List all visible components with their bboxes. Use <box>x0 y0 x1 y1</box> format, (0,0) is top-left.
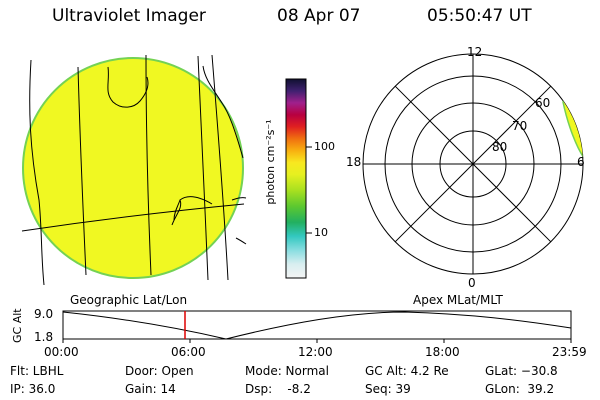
earth-image <box>21 54 247 286</box>
aurora-oval <box>562 90 583 161</box>
lat-label-70: 70 <box>512 119 528 133</box>
altitude-frame <box>62 310 572 340</box>
glon-readout: GLon: 39.2 <box>485 382 555 396</box>
altitude-x-tick-2359: 23:59 <box>552 345 587 359</box>
filter-readout: Flt: LBHL <box>10 364 64 378</box>
coastline <box>231 197 247 201</box>
ip-readout: IP: 36.0 <box>10 382 56 396</box>
lat-lon-grid <box>21 54 245 286</box>
polar-meridian-diag <box>394 85 552 243</box>
app-title: Ultraviolet Imager <box>52 6 206 26</box>
lat-label-60: 60 <box>535 96 551 110</box>
altitude-x-ticks <box>62 339 572 343</box>
door-readout: Door: Open <box>125 364 194 378</box>
altitude-curve <box>62 311 572 340</box>
longitude-line <box>211 54 229 281</box>
altitude-y-tick-min: 1.8 <box>34 330 54 344</box>
color-scale-bar <box>285 78 307 279</box>
color-scale-unit: photon cm⁻²s⁻¹ <box>264 119 277 205</box>
altitude-x-tick-1800: 18:00 <box>425 345 460 359</box>
altitude-y-tick-max: 9.0 <box>34 307 54 321</box>
mlt-label-6: 6 <box>577 155 585 169</box>
observation-date: 08 Apr 07 <box>277 6 361 26</box>
dsp-readout: Dsp: -8.2 <box>245 382 311 396</box>
latitude-line <box>21 203 245 232</box>
color-scale <box>285 78 312 279</box>
polar-plot <box>362 53 584 275</box>
coastline <box>173 199 181 221</box>
geographic-label: Geographic Lat/Lon <box>70 293 188 307</box>
longitude-line <box>197 55 209 281</box>
coastline <box>107 66 149 108</box>
seq-readout: Seq: 39 <box>365 382 411 396</box>
longitude-line <box>77 66 87 276</box>
altitude-axis-label: GC Alt <box>11 308 24 343</box>
mlt-label-12: 12 <box>467 45 483 59</box>
altitude-x-tick-0600: 06:00 <box>171 345 206 359</box>
longitude-line <box>29 59 45 286</box>
earth-disk <box>22 57 244 279</box>
apex-label: Apex MLat/MLT <box>413 293 503 307</box>
gain-readout: Gain: 14 <box>125 382 176 396</box>
coastlines <box>107 65 247 245</box>
gc-alt-readout: GC Alt: 4.2 Re <box>365 364 449 378</box>
coastline <box>202 65 244 159</box>
altitude-x-tick-0000: 00:00 <box>44 345 79 359</box>
altitude-x-tick-1200: 12:00 <box>298 345 333 359</box>
observation-time: 05:50:47 UT <box>427 6 532 26</box>
color-scale-label-10: 10 <box>314 226 328 239</box>
mlt-label-18: 18 <box>346 155 362 169</box>
coastline <box>235 237 247 245</box>
longitude-line <box>145 54 152 276</box>
color-scale-label-100: 100 <box>314 140 335 153</box>
altitude-plot <box>62 310 572 343</box>
lat-label-80: 80 <box>492 140 508 154</box>
mode-readout: Mode: Normal <box>245 364 329 378</box>
mlt-label-0: 0 <box>468 276 476 290</box>
glat-readout: GLat: −30.8 <box>485 364 558 378</box>
